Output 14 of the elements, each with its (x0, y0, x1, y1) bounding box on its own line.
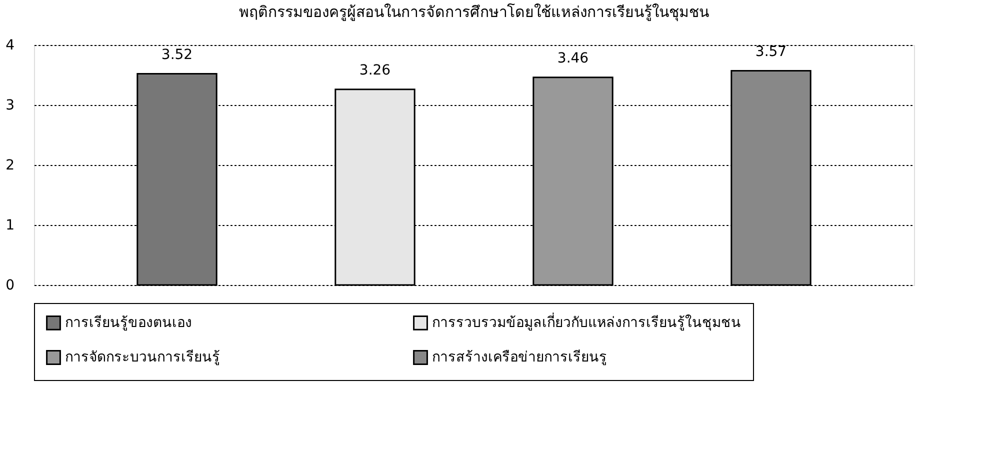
y-tick-label: 0 (6, 278, 14, 294)
legend-label: การจัดกระบวนการเรียนรู้ (65, 350, 220, 366)
chart-title: พฤติกรรมของครูผู้สอนในการจัดการศึกษาโดยใช้แหล่งการเรียนรู้ในชุมชน (239, 3, 709, 22)
y-tick-label: 4 (6, 38, 15, 54)
legend-label: การสร้างเครือข่ายการเรียนรู (432, 350, 607, 366)
legend-label: การรวบรวมข้อมูลเกี่ยวกับแหล่งการเรียนรู้ในชุมชน (432, 312, 741, 331)
data-label: 3.57 (755, 44, 787, 60)
data-label: 3.46 (557, 50, 589, 66)
data-label: 3.26 (359, 62, 391, 78)
y-tick-label: 1 (6, 218, 14, 234)
y-tick-label: 2 (6, 158, 14, 174)
data-label: 3.52 (161, 46, 193, 63)
y-tick-label: 3 (6, 98, 14, 114)
legend-label: การเรียนรู้ของตนเอง (65, 314, 192, 331)
